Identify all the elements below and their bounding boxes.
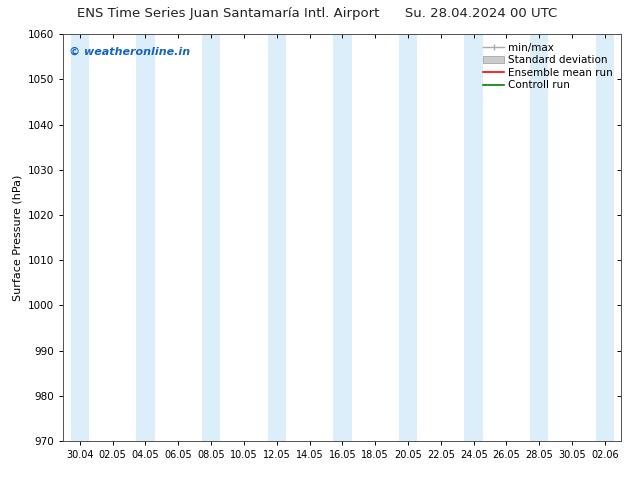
Bar — [530, 34, 548, 441]
Text: © weatheronline.in: © weatheronline.in — [69, 47, 190, 56]
Y-axis label: Surface Pressure (hPa): Surface Pressure (hPa) — [13, 174, 23, 301]
Bar — [399, 34, 417, 441]
Legend: min/max, Standard deviation, Ensemble mean run, Controll run: min/max, Standard deviation, Ensemble me… — [480, 40, 616, 94]
Text: ENS Time Series Juan Santamaría Intl. Airport      Su. 28.04.2024 00 UTC: ENS Time Series Juan Santamaría Intl. Ai… — [77, 7, 557, 21]
Bar — [268, 34, 286, 441]
Bar — [202, 34, 220, 441]
Bar — [70, 34, 89, 441]
Bar — [596, 34, 614, 441]
Bar — [465, 34, 483, 441]
Bar — [136, 34, 155, 441]
Bar — [333, 34, 351, 441]
